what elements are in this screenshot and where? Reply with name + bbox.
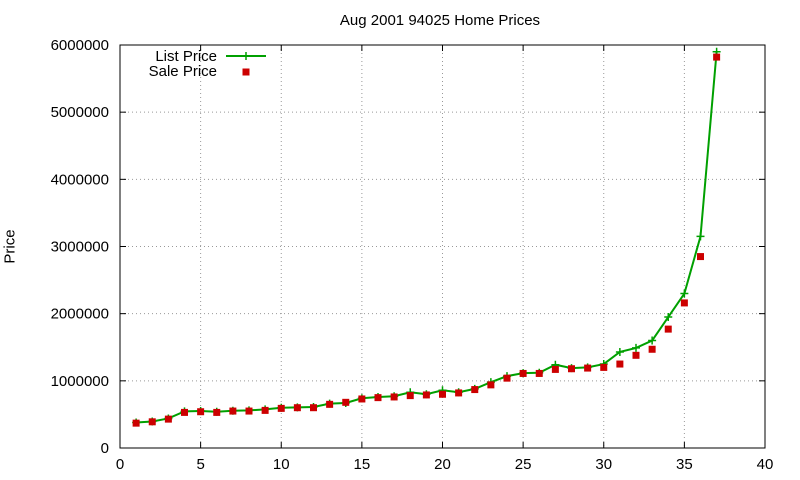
y-tick-label: 3000000 [51, 239, 109, 256]
sale-price-point [697, 253, 704, 261]
sale-price-point [213, 408, 221, 416]
sale-price-point [471, 386, 479, 394]
x-tick-label: 35 [676, 456, 693, 473]
sale-price-point [293, 404, 301, 412]
axes [119, 44, 766, 449]
x-tick-label: 10 [273, 456, 290, 473]
sale-price-point [535, 369, 543, 377]
sale-price-point [229, 407, 237, 415]
x-tick-label: 40 [757, 456, 774, 473]
sale-price-point [374, 394, 382, 402]
legend-label-list-price: List Price [155, 48, 217, 65]
sale-price-point [455, 389, 463, 397]
sale-price-point [503, 374, 511, 382]
sale-price-point [422, 391, 430, 399]
list-price-point [664, 313, 673, 322]
chart-title: Aug 2001 94025 Home Prices [339, 12, 541, 29]
sale-price-point [648, 345, 656, 353]
sale-price-point [148, 418, 156, 426]
sale-price-point [326, 400, 334, 408]
x-tick-label: 5 [196, 456, 204, 473]
list-price-point [632, 343, 640, 352]
sale-price-point [277, 404, 285, 412]
sale-price-point [406, 392, 414, 400]
sale-price-point [245, 407, 253, 415]
x-tick-label: 20 [434, 456, 451, 473]
sale-price-point [584, 364, 592, 372]
list-price-point [680, 289, 689, 298]
y-tick-label: 6000000 [51, 37, 109, 54]
list-price-point [696, 232, 705, 241]
list-price-point [615, 347, 624, 356]
sale-price-point [664, 325, 672, 333]
y-tick-label: 1000000 [51, 373, 109, 390]
sale-price-point [680, 299, 688, 307]
sale-price-point [197, 408, 205, 416]
sale-price-point [713, 53, 721, 61]
tick-labels: 0 5 10 15 20 25 30 35 40 0 1000000 2000000 3000000 40… [51, 37, 774, 473]
legend-marker-sale-price [242, 68, 250, 76]
x-tick-label: 30 [595, 456, 612, 473]
sale-price-point [551, 365, 559, 373]
legend-marker-list-price [242, 52, 250, 60]
y-tick-label: 0 [101, 440, 109, 457]
sale-price-point [181, 408, 188, 416]
sale-price-point [342, 398, 350, 406]
x-tick-label: 15 [354, 456, 371, 473]
legend-label-sale-price: Sale Price [149, 63, 217, 80]
x-tick-label: 25 [515, 456, 532, 473]
y-tick-label: 5000000 [51, 104, 109, 121]
sale-price-point [261, 406, 269, 414]
sale-price-point [164, 415, 172, 423]
sale-price-point [487, 381, 495, 389]
sale-price-point [310, 404, 317, 412]
sale-price-point [632, 351, 640, 359]
sale-price-point [358, 395, 366, 403]
sale-price-point [132, 419, 140, 427]
sale-price-point [519, 369, 527, 377]
y-tick-label: 2000000 [51, 306, 109, 323]
sale-price-point [390, 393, 398, 401]
y-tick-label: 4000000 [51, 171, 109, 188]
sale-price-point [568, 365, 575, 373]
list-price-point [648, 336, 657, 345]
list-price-line [136, 51, 718, 424]
x-tick-label: 0 [116, 456, 124, 473]
series-list-price [132, 47, 721, 427]
sale-price-point [616, 360, 624, 368]
sale-price-point [439, 390, 446, 398]
sale-price-point [600, 363, 608, 371]
series-sale-price [132, 53, 721, 427]
